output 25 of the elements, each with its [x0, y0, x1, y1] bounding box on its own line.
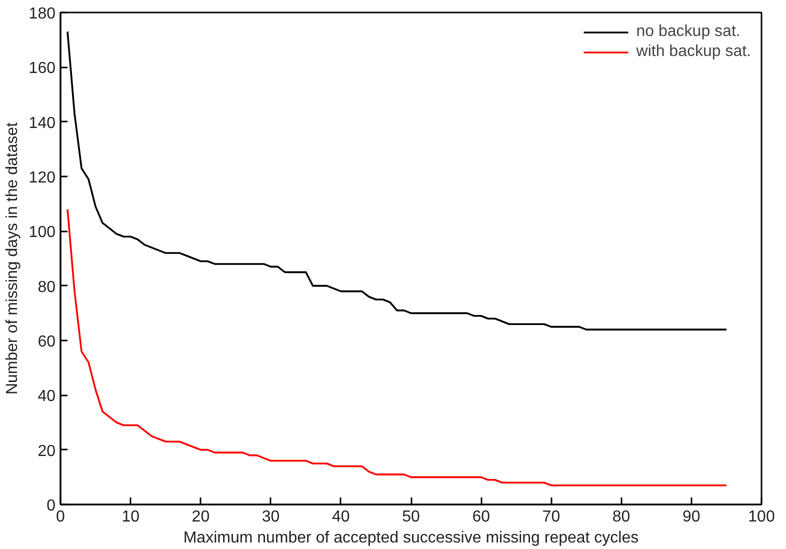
y-tick-label: 140 — [28, 114, 56, 132]
y-tick-label: 60 — [38, 334, 56, 350]
x-tick-label: 70 — [542, 508, 560, 526]
y-tick-label: 80 — [38, 278, 56, 296]
y-tick-label: 0 — [46, 498, 56, 514]
y-tick-label: 180 — [28, 6, 56, 22]
x-tick-label: 40 — [332, 508, 350, 526]
legend-label: no backup sat. — [636, 23, 740, 41]
y-axis-title: Number of missing days in the dataset — [4, 122, 21, 395]
legend-label: with backup sat. — [636, 43, 751, 61]
y-tick-label: 160 — [28, 60, 56, 78]
x-tick-label: 60 — [472, 508, 490, 526]
y-tick-label: 100 — [28, 224, 56, 242]
x-tick-label: 90 — [682, 508, 700, 526]
x-tick-label: 10 — [122, 508, 140, 526]
x-axis-title: Maximum number of accepted successive missing repeat cycles — [183, 530, 639, 546]
x-tick-label: 20 — [192, 508, 210, 526]
x-tick-label: 100 — [748, 508, 775, 526]
x-tick-label: 30 — [262, 508, 280, 526]
y-tick-label: 40 — [38, 388, 56, 406]
y-tick-label: 120 — [28, 170, 56, 186]
line-series — [66, 208, 728, 486]
x-tick-label: 50 — [402, 508, 420, 526]
x-tick-label: 80 — [612, 508, 630, 526]
y-tick-label: 20 — [38, 442, 56, 460]
